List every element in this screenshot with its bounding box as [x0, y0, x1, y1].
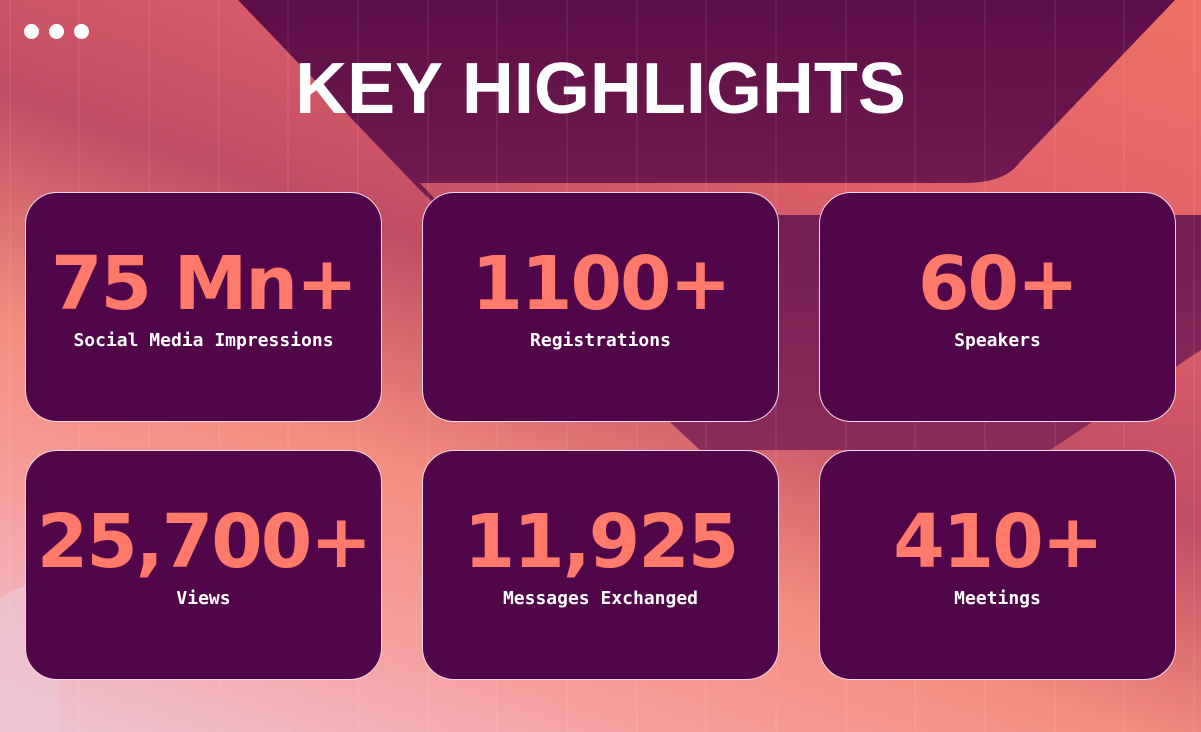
dot — [49, 24, 64, 39]
highlight-value: 11,925 — [463, 498, 740, 585]
highlight-label: Messages Exchanged — [502, 587, 699, 609]
dot — [74, 24, 89, 39]
page-title: KEY HIGHLIGHTS — [295, 49, 906, 129]
highlight-value: 75 Mn+ — [50, 240, 358, 327]
three-dots-icon — [24, 24, 89, 39]
highlight-card: 60+ Speakers — [819, 192, 1176, 422]
highlight-label: Views — [176, 587, 231, 609]
highlights-grid: 75 Mn+ Social Media Impressions 1100+ Re… — [25, 192, 1176, 680]
highlight-card: 75 Mn+ Social Media Impressions — [25, 192, 382, 422]
highlight-card: 25,700+ Views — [25, 450, 382, 680]
highlight-value: 1100+ — [471, 240, 732, 327]
highlight-value: 410+ — [893, 498, 1103, 585]
highlight-label: Speakers — [954, 329, 1041, 351]
highlight-label: Registrations — [530, 329, 671, 351]
highlight-value: 25,700+ — [36, 498, 373, 585]
highlight-card: 1100+ Registrations — [422, 192, 779, 422]
highlight-value: 60+ — [918, 240, 1079, 327]
highlight-label: Meetings — [954, 587, 1041, 609]
dot — [24, 24, 39, 39]
highlight-card: 11,925 Messages Exchanged — [422, 450, 779, 680]
highlight-label: Social Media Impressions — [73, 329, 334, 351]
highlight-card: 410+ Meetings — [819, 450, 1176, 680]
